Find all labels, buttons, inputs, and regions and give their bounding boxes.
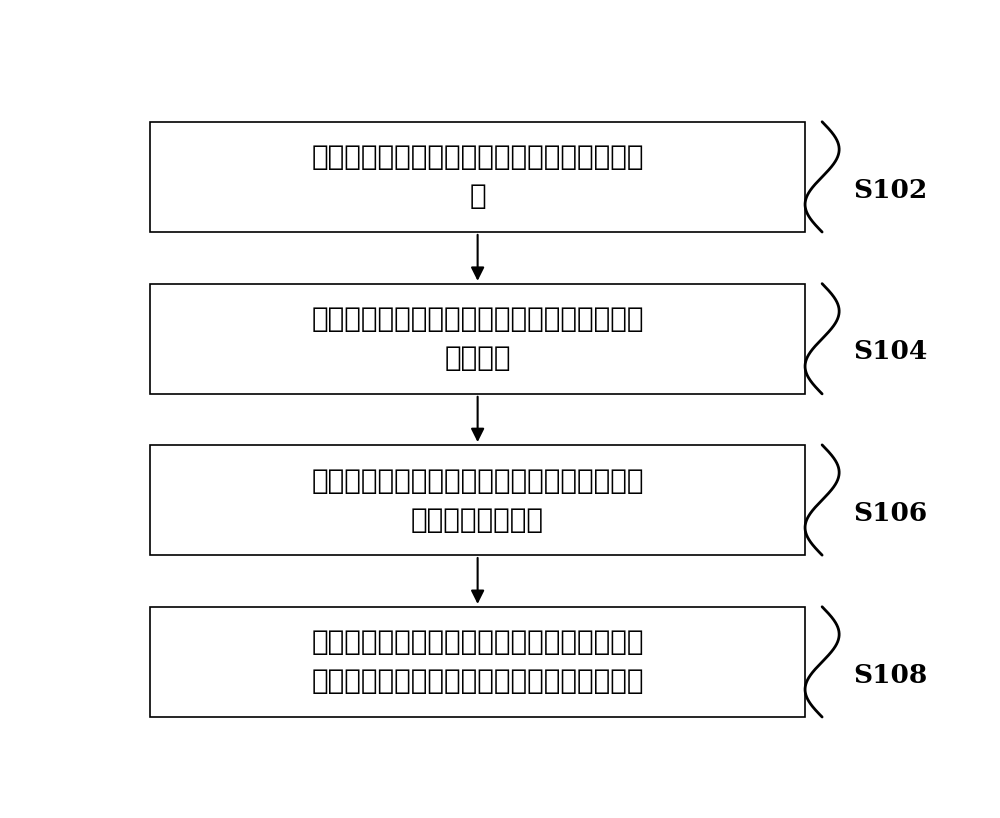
Bar	[150, 122, 805, 232]
Text: S102: S102	[853, 178, 927, 203]
Text: 将特征重要性数值进行归一化处理得到特征重
要性向量: 将特征重要性数值进行归一化处理得到特征重 要性向量	[311, 305, 644, 372]
Bar	[150, 607, 805, 717]
Text: S104: S104	[853, 339, 927, 365]
Bar	[150, 284, 805, 394]
Text: S106: S106	[853, 501, 927, 526]
Text: S108: S108	[853, 663, 927, 688]
Text: 将特征重要性向量传递至稀疏自编码网络中，
以影响神经元权重: 将特征重要性向量传递至稀疏自编码网络中， 以影响神经元权重	[311, 466, 644, 533]
Text: 从训练数据中提取预设场景下的特征重要性数
值: 从训练数据中提取预设场景下的特征重要性数 值	[311, 143, 644, 210]
Text: 将无标签的结构化数据输入进行稀疏自编码网
络中，以对无标签的结构化数据进行降维处理: 将无标签的结构化数据输入进行稀疏自编码网 络中，以对无标签的结构化数据进行降维处…	[311, 628, 644, 695]
Bar	[150, 445, 805, 555]
